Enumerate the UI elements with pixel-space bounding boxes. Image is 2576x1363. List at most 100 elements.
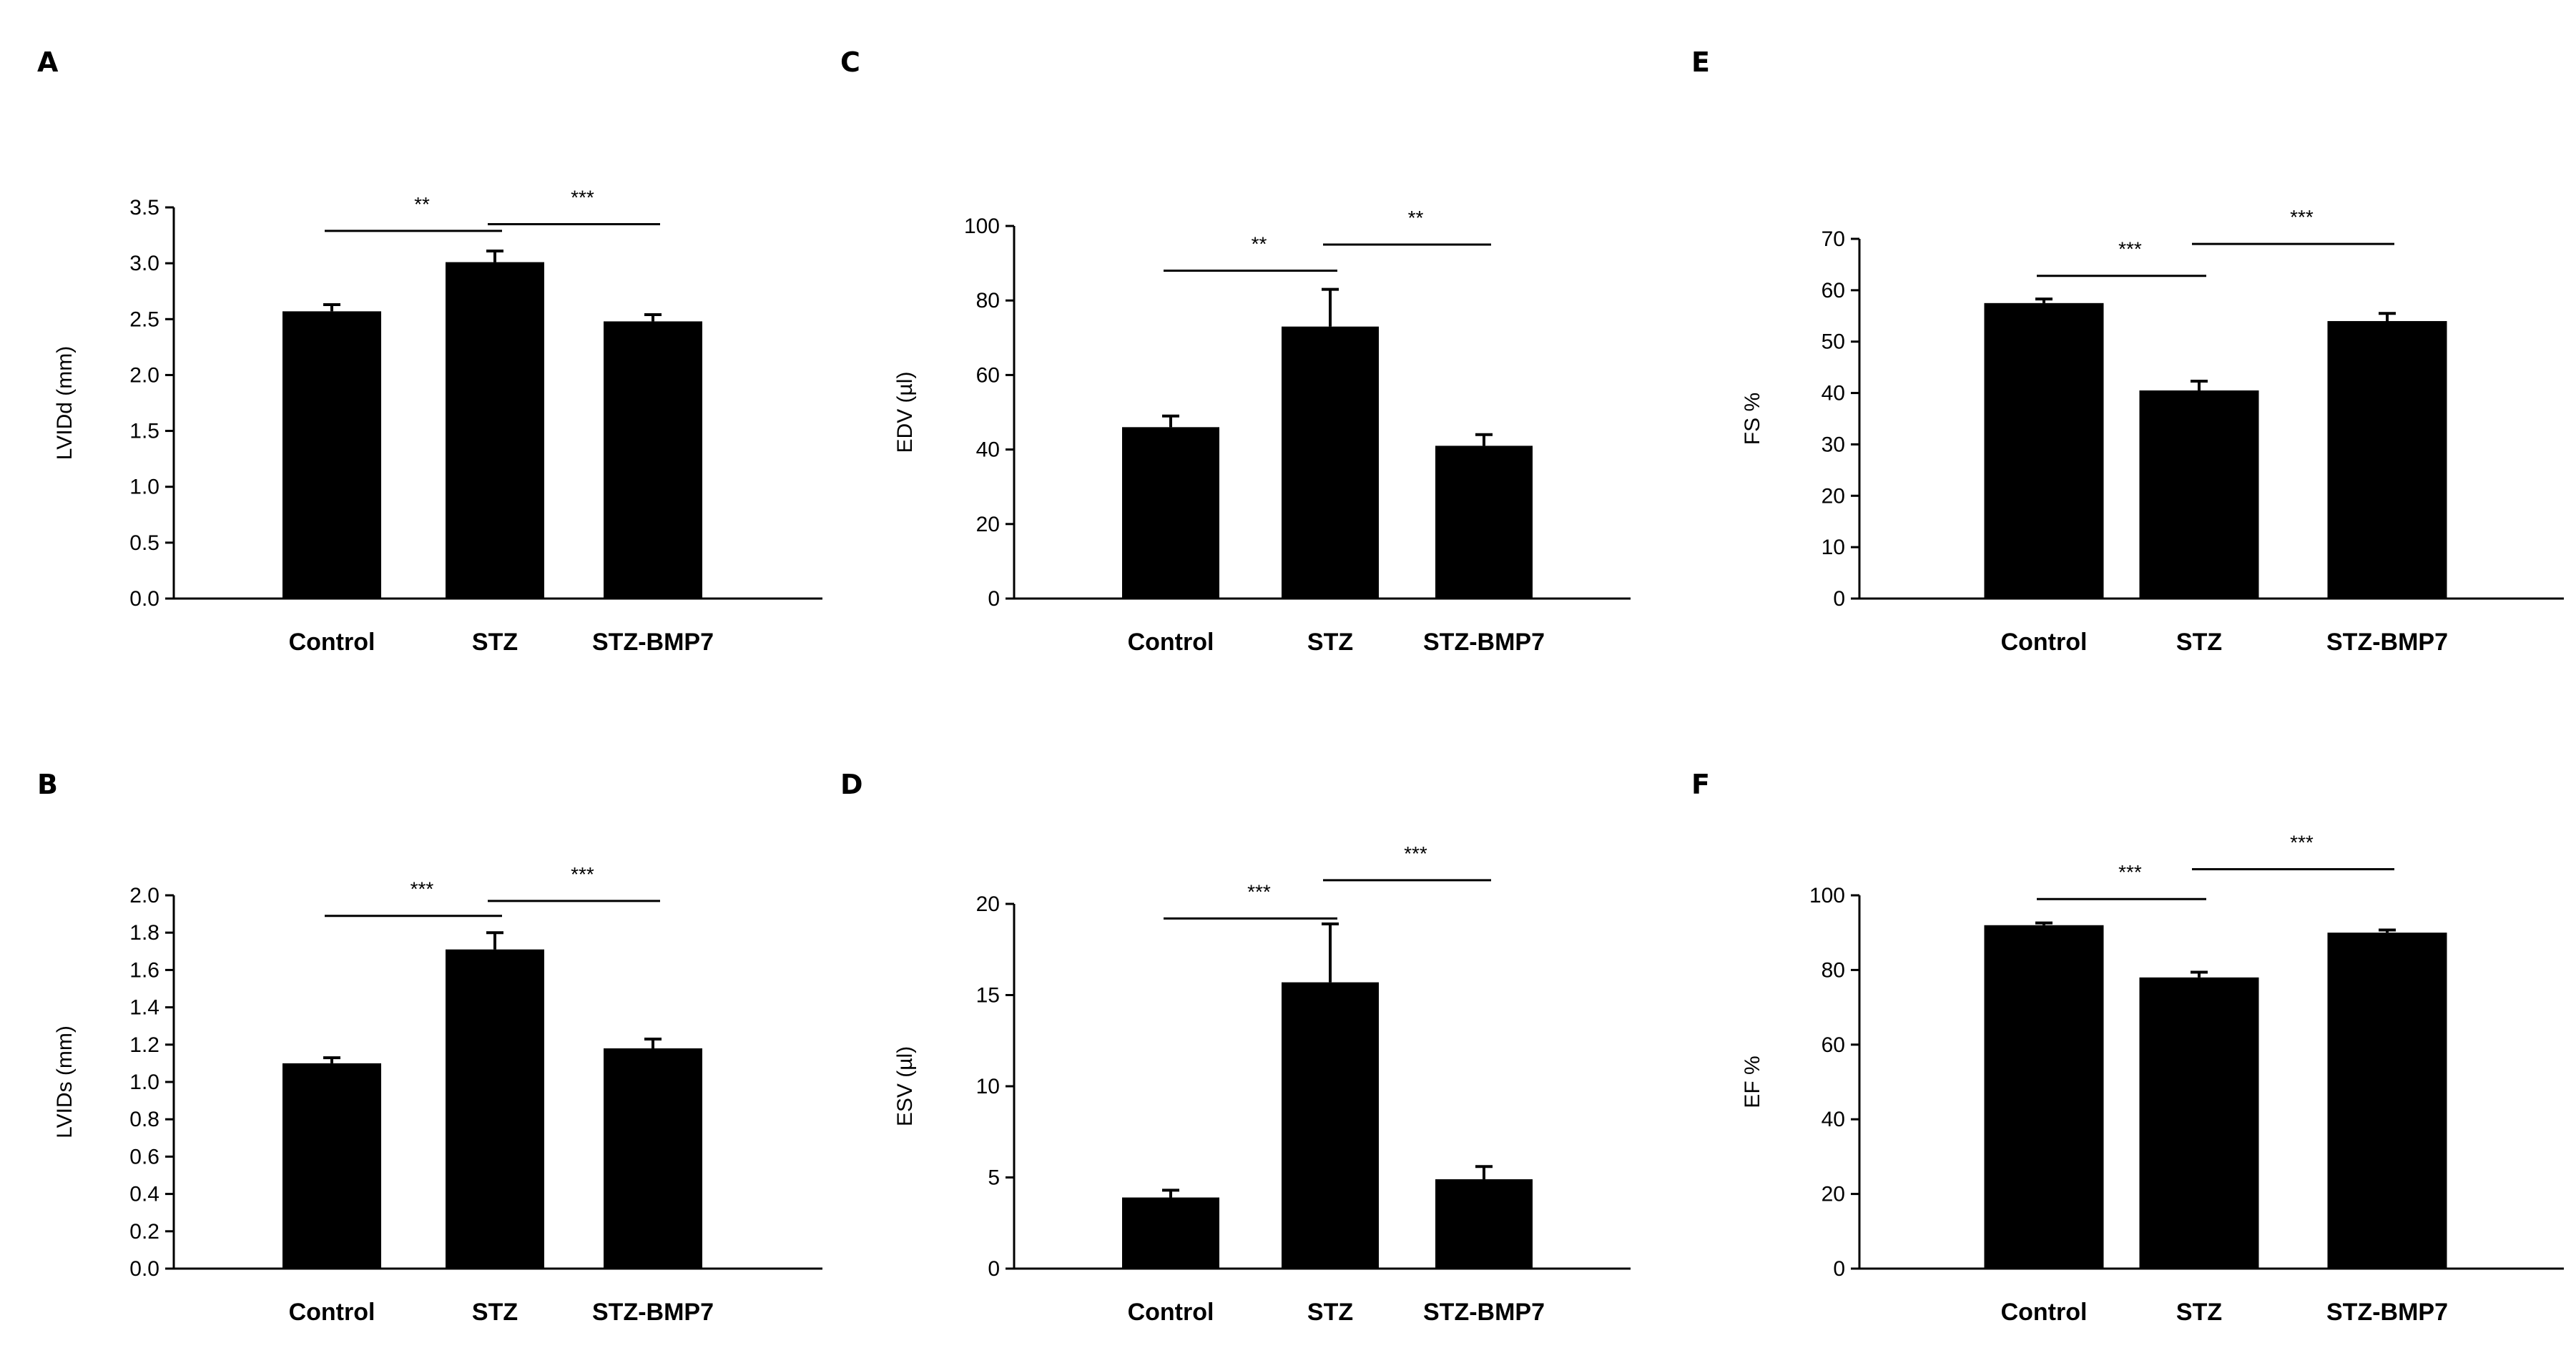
y-tick-label: 5 bbox=[988, 1166, 1000, 1190]
panel-letter-e: E bbox=[1691, 46, 1710, 78]
y-tick-label: 20 bbox=[1822, 1183, 1845, 1206]
significance-label: *** bbox=[2290, 831, 2314, 853]
y-tick-label: 1.0 bbox=[129, 476, 159, 499]
y-tick-label: 1.2 bbox=[129, 1033, 159, 1057]
bar-stz-bmp7 bbox=[604, 321, 702, 599]
y-tick-label: 30 bbox=[1822, 433, 1845, 456]
y-tick-label: 80 bbox=[976, 289, 1000, 313]
y-tick-label: 1.5 bbox=[129, 420, 159, 443]
bar-control bbox=[282, 1063, 381, 1269]
y-tick-label: 1.0 bbox=[129, 1071, 159, 1094]
y-tick-label: 0 bbox=[988, 1257, 1000, 1281]
y-tick-label: 2.5 bbox=[129, 307, 159, 331]
x-tick-label: STZ bbox=[1307, 1299, 1353, 1326]
significance-label: ** bbox=[414, 193, 430, 215]
x-tick-label: Control bbox=[1128, 1299, 1214, 1326]
significance-label: *** bbox=[411, 878, 434, 900]
y-tick-label: 0.8 bbox=[129, 1108, 159, 1131]
y-tick-label: 60 bbox=[976, 363, 1000, 387]
y-tick-label: 40 bbox=[1822, 1108, 1845, 1131]
significance-label: *** bbox=[2290, 206, 2314, 228]
charts: A 0.0 0.5 1.0 1.5 2.0 2.5 3.0 3.5 LVIDd (mm) Contr… bbox=[37, 46, 2564, 1326]
x-tick-label: Control bbox=[289, 1299, 375, 1326]
x-tick-label: Control bbox=[2001, 1299, 2088, 1326]
y-tick-label: 100 bbox=[964, 215, 1000, 238]
x-tick-label: STZ bbox=[472, 1299, 518, 1326]
bar-control bbox=[282, 311, 381, 599]
y-tick-label: 3.0 bbox=[129, 252, 159, 275]
panel-letter-a: A bbox=[37, 46, 59, 78]
y-tick-label: 0.0 bbox=[129, 587, 159, 611]
y-tick-label: 60 bbox=[1822, 1033, 1845, 1057]
panel-c: C 0 20 40 60 80 100 EDV (µl) Control STZ STZ-BMP7 *… bbox=[840, 46, 1631, 656]
y-tick-label: 70 bbox=[1822, 227, 1845, 251]
x-tick-label: Control bbox=[2001, 629, 2088, 656]
x-tick-label: STZ-BMP7 bbox=[592, 1299, 714, 1326]
panel-a: A 0.0 0.5 1.0 1.5 2.0 2.5 3.0 3.5 LVIDd (mm) Contr… bbox=[37, 46, 822, 656]
significance-label: *** bbox=[571, 863, 594, 885]
y-tick-label: 0.4 bbox=[129, 1183, 159, 1206]
y-axis-title: FS % bbox=[1741, 393, 1764, 445]
y-tick-label: 40 bbox=[1822, 382, 1845, 405]
bar-stz-bmp7 bbox=[2327, 933, 2447, 1269]
y-tick-label: 1.4 bbox=[129, 996, 159, 1020]
y-tick-label: 0 bbox=[1833, 1257, 1845, 1281]
y-tick-label: 80 bbox=[1822, 958, 1845, 982]
y-tick-label: 1.6 bbox=[129, 958, 159, 982]
significance-label: ** bbox=[1408, 207, 1424, 229]
y-tick-label: 100 bbox=[1809, 884, 1845, 907]
y-tick-label: 10 bbox=[1822, 536, 1845, 559]
x-tick-label: STZ-BMP7 bbox=[2326, 1299, 2448, 1326]
bar-control bbox=[1122, 1197, 1219, 1269]
panel-letter-f: F bbox=[1691, 769, 1710, 800]
y-tick-label: 2.0 bbox=[129, 884, 159, 907]
y-tick-label: 20 bbox=[976, 513, 1000, 536]
bar-stz bbox=[446, 949, 544, 1269]
y-tick-label: 15 bbox=[976, 984, 1000, 1008]
y-tick-label: 60 bbox=[1822, 279, 1845, 302]
panel-f: F 0 20 40 60 80 100 EF % Control STZ STZ-BMP7 *** **… bbox=[1691, 769, 2564, 1326]
bar-stz bbox=[1282, 326, 1379, 599]
y-tick-label: 3.5 bbox=[129, 196, 159, 220]
y-tick-label: 1.8 bbox=[129, 921, 159, 945]
panel-letter-c: C bbox=[840, 46, 860, 78]
panel-letter-b: B bbox=[37, 769, 58, 800]
x-tick-label: STZ bbox=[2176, 1299, 2222, 1326]
y-tick-label: 20 bbox=[1822, 484, 1845, 508]
y-tick-label: 20 bbox=[976, 892, 1000, 916]
y-tick-label: 0.5 bbox=[129, 531, 159, 555]
y-axis-title: LVIDs (mm) bbox=[53, 1025, 77, 1138]
bar-stz-bmp7 bbox=[604, 1048, 702, 1269]
y-tick-label: 0 bbox=[988, 587, 1000, 611]
significance-label: *** bbox=[571, 186, 594, 208]
bar-control bbox=[1122, 427, 1219, 599]
x-tick-label: STZ-BMP7 bbox=[592, 629, 714, 656]
bar-control bbox=[1984, 302, 2104, 599]
bar-stz bbox=[2139, 977, 2259, 1269]
y-tick-label: 0 bbox=[1833, 587, 1845, 611]
panel-letter-d: D bbox=[840, 769, 863, 800]
panel-d: D 0 5 10 15 20 ESV (µl) Control STZ STZ-BMP7 *** **… bbox=[840, 769, 1631, 1326]
y-tick-label: 0.0 bbox=[129, 1257, 159, 1281]
x-tick-label: STZ-BMP7 bbox=[2326, 629, 2448, 656]
significance-label: ** bbox=[1252, 233, 1267, 255]
x-tick-label: STZ bbox=[2176, 629, 2222, 656]
y-tick-label: 0.2 bbox=[129, 1220, 159, 1244]
significance-label: *** bbox=[2118, 238, 2142, 260]
bar-stz bbox=[1282, 982, 1379, 1269]
significance-label: *** bbox=[1247, 880, 1271, 902]
y-tick-label: 2.0 bbox=[129, 363, 159, 387]
panel-b: B 0.0 0.2 0.4 0.6 0.8 1.0 1.2 1.4 1.6 1.8 2.0 LVIDs … bbox=[37, 769, 822, 1326]
y-axis-title: ESV (µl) bbox=[893, 1046, 917, 1126]
y-tick-label: 40 bbox=[976, 438, 1000, 462]
x-tick-label: Control bbox=[289, 629, 375, 656]
x-tick-label: Control bbox=[1128, 629, 1214, 656]
x-tick-label: STZ-BMP7 bbox=[1423, 629, 1545, 656]
panel-e: E 0 10 20 30 40 50 60 70 FS % Control STZ STZ-BMP7 **… bbox=[1691, 46, 2564, 656]
significance-label: *** bbox=[1404, 842, 1427, 865]
y-axis-title: EDV (µl) bbox=[893, 372, 917, 453]
y-axis-title: EF % bbox=[1741, 1056, 1764, 1108]
y-tick-label: 50 bbox=[1822, 330, 1845, 354]
y-axis-title: LVIDd (mm) bbox=[53, 346, 77, 460]
